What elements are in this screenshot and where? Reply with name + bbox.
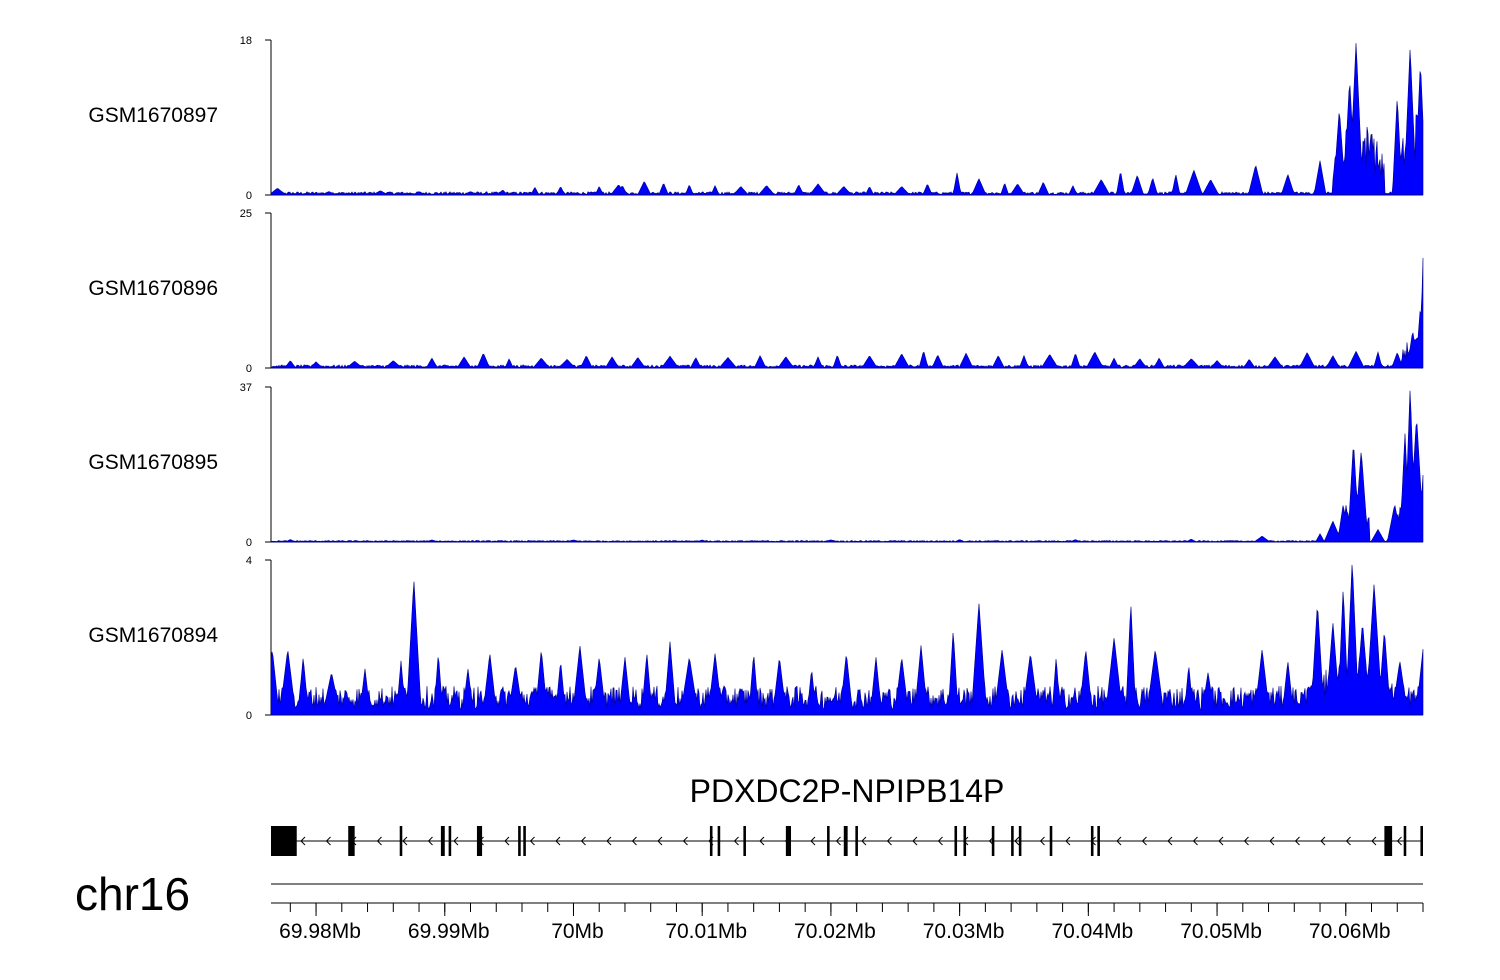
strand-arrow (1294, 836, 1300, 846)
strand-arrow (733, 836, 739, 846)
y-tick-label-min: 0 (246, 190, 252, 202)
strand-arrow (325, 836, 331, 846)
strand-arrow (453, 836, 459, 846)
gene-exon (1403, 826, 1407, 856)
strand-arrow (1320, 836, 1326, 846)
gene-exon (855, 826, 858, 856)
strand-arrow (402, 836, 408, 846)
strand-arrow (1116, 836, 1122, 846)
gene-exon (963, 826, 967, 856)
track-label: GSM1670894 (88, 624, 218, 647)
strand-arrow (1218, 836, 1224, 846)
strand-arrow (1396, 836, 1402, 846)
gene-exon (440, 826, 445, 856)
gene-exon (743, 826, 746, 856)
strand-arrow (835, 836, 841, 846)
coverage-area (270, 564, 1424, 716)
gene-exon (785, 826, 792, 856)
gene-exon (448, 826, 452, 856)
y-tick-label-max: 4 (246, 555, 252, 567)
gene-exon (1384, 826, 1393, 856)
strand-arrow (1167, 836, 1173, 846)
y-tick-label-min: 0 (246, 363, 252, 375)
gene-exon (1090, 826, 1094, 856)
track-label: GSM1670897 (88, 104, 218, 127)
gene-exon (271, 826, 297, 856)
strand-arrow (1371, 836, 1377, 846)
y-tick-label-min: 0 (246, 710, 252, 722)
strand-arrow (759, 836, 765, 846)
gene-exon (827, 826, 830, 856)
strand-arrow (427, 836, 433, 846)
strand-arrow (1014, 836, 1020, 846)
strand-arrow (1269, 836, 1275, 846)
strand-arrow (376, 836, 382, 846)
strand-arrow (580, 836, 586, 846)
gene-name: PDXDC2P-NPIPB14P (690, 773, 1005, 809)
x-tick-label: 70.06Mb (1309, 920, 1391, 943)
x-tick-label: 70.01Mb (665, 920, 747, 943)
gene-track: PDXDC2P-NPIPB14P (271, 773, 1423, 856)
gene-exon (709, 826, 713, 856)
x-tick-label: 70Mb (551, 920, 604, 943)
track-GSM1670895: GSM1670895 37 0 (88, 382, 1424, 549)
gene-exon (518, 826, 521, 856)
strand-arrow (861, 836, 867, 846)
y-tick-label-max: 37 (240, 382, 252, 394)
strand-arrow (1345, 836, 1351, 846)
gene-exon (1018, 826, 1022, 856)
gene-exon (954, 826, 958, 856)
gene-exon (1049, 826, 1053, 856)
y-tick-label-min: 0 (246, 537, 252, 549)
strand-arrow (555, 836, 561, 846)
gene-exon (991, 826, 995, 856)
gene-exon (843, 826, 848, 856)
coverage-area (270, 390, 1424, 543)
strand-arrow (1065, 836, 1071, 846)
y-tick-label-max: 18 (240, 35, 252, 47)
strand-arrow (1039, 836, 1045, 846)
strand-arrow (504, 836, 510, 846)
gene-exon (399, 826, 403, 856)
strand-arrow (631, 836, 637, 846)
track-label: GSM1670895 (88, 451, 218, 474)
x-tick-label: 69.99Mb (408, 920, 490, 943)
strand-arrow (810, 836, 816, 846)
track-GSM1670896: GSM1670896 25 0 (88, 208, 1424, 375)
x-tick-label: 70.04Mb (1051, 920, 1133, 943)
strand-arrow (529, 836, 535, 846)
gene-exon (476, 826, 483, 856)
strand-arrow (937, 836, 943, 846)
strand-arrow (912, 836, 918, 846)
y-tick-label-max: 25 (240, 208, 252, 220)
gene-exon (523, 826, 526, 856)
strand-arrow (682, 836, 688, 846)
strand-arrow (1141, 836, 1147, 846)
strand-arrow (657, 836, 663, 846)
coverage-area (270, 257, 1424, 369)
gene-exon (1097, 826, 1100, 856)
strand-arrow (300, 836, 306, 846)
coverage-area (270, 43, 1424, 196)
x-tick-label: 69.98Mb (279, 920, 361, 943)
track-GSM1670894: GSM1670894 4 0 (88, 555, 1424, 722)
chromosome-label: chr16 (75, 868, 190, 920)
gene-exon (1011, 826, 1014, 856)
strand-arrow (606, 836, 612, 846)
strand-arrow (1243, 836, 1249, 846)
coverage-tracks: GSM1670897180GSM1670896250GSM1670895370G… (88, 35, 1424, 722)
x-tick-label: 70.03Mb (923, 920, 1005, 943)
x-tick-label: 70.02Mb (794, 920, 876, 943)
gene-exon (717, 826, 721, 856)
strand-arrow (1192, 836, 1198, 846)
genome-axis: chr16 69.98Mb 69.99Mb 70Mb 70.01Mb 70.02Mb 70.… (75, 868, 1424, 943)
track-GSM1670897: GSM1670897 18 0 (88, 35, 1424, 202)
gene-exon (348, 826, 355, 856)
x-tick-label: 70.05Mb (1180, 920, 1262, 943)
gene-exon (1420, 826, 1423, 856)
track-label: GSM1670896 (88, 277, 218, 300)
strand-arrow (886, 836, 892, 846)
